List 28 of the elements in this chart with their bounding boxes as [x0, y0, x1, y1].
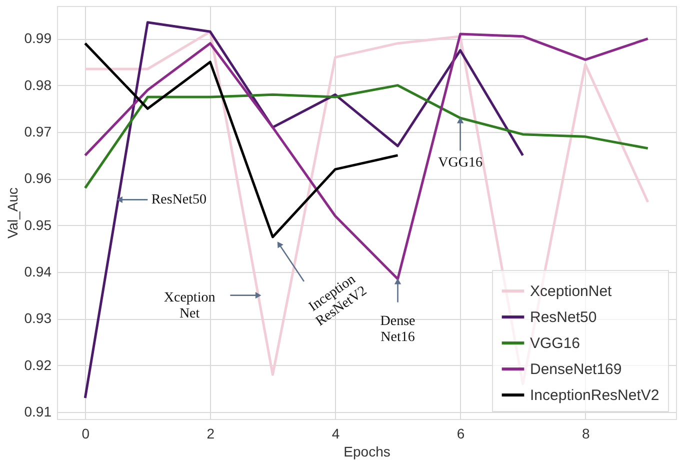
y-tick-label: 0.95 [24, 216, 52, 233]
x-tick-label: 0 [82, 426, 90, 442]
x-tick-label: 4 [332, 426, 340, 442]
legend-label: VGG16 [530, 335, 580, 352]
line-series [84, 42, 400, 238]
annotation: Dense Net16 [380, 314, 416, 345]
y-tick-label: 0.99 [24, 30, 52, 46]
x-tick-label: 8 [582, 426, 590, 442]
legend-label: InceptionResNetV2 [530, 387, 660, 404]
x-tick-label: 2 [206, 426, 215, 442]
y-tick-label: 0.96 [24, 170, 52, 186]
line-series [84, 84, 650, 190]
annotation: ResNet50 [151, 192, 207, 208]
y-tick-label: 0.98 [24, 76, 52, 93]
y-tick-label: 0.91 [24, 404, 52, 420]
legend-label: XceptionNet [530, 283, 613, 300]
legend-label: ResNet50 [530, 309, 597, 326]
y-tick-label: 0.94 [24, 264, 52, 280]
annotation: VGG16 [438, 155, 482, 170]
y-tick-label: 0.93 [24, 310, 52, 326]
x-axis-title: Epochs [344, 444, 390, 460]
x-tick-label: 6 [456, 426, 465, 442]
line-series [84, 21, 524, 400]
legend-label: DenseNet169 [530, 361, 622, 378]
annotation: Xception Net [164, 290, 216, 322]
y-tick-label: 0.97 [24, 124, 52, 140]
y-axis-title: Val_Auc [4, 187, 20, 239]
y-tick-label: 0.92 [24, 356, 52, 373]
